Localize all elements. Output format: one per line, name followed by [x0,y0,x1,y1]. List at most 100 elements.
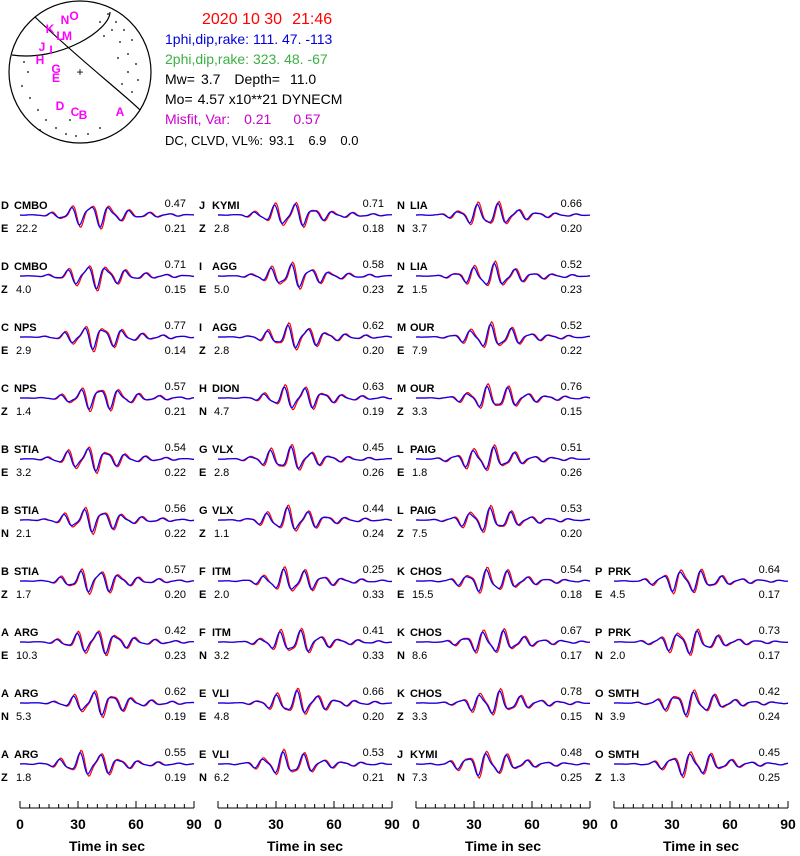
corr-top: 0.57 [165,564,186,576]
dot-icon [127,71,129,73]
beachball-station-letter: J [39,40,46,54]
trace-panel: L PAIG Z 7.5 0.53 0.20 [397,503,591,540]
station-letter: L [397,444,404,456]
tick-label: 90 [582,816,598,832]
trace-panel: G VLX E 2.8 0.45 0.26 [199,442,393,479]
plane1-label: 1phi,dip,rake: 111. 47. -113 [165,31,333,47]
trace-panel: N LIA N 3.7 0.66 0.20 [397,198,591,235]
synthetic-trace [20,266,195,290]
tick-label: 30 [466,816,482,832]
trace-value: 1.3 [610,772,625,784]
tick-label: 60 [128,816,144,832]
corr-bottom: 0.25 [759,772,780,784]
trace-panel: J KYMI N 7.3 0.48 0.25 [397,747,591,784]
corr-bottom: 0.20 [561,223,582,235]
beachball-station-letter: C [71,105,80,119]
misfit-var: Misfit, Var: 0.21 0.57 [165,111,321,127]
trace-panel: B STIA Z 1.7 0.57 0.20 [1,564,195,601]
station-name: DION [212,383,240,395]
trace-panel: C NPS Z 1.4 0.57 0.21 [1,381,195,418]
corr-top: 0.44 [363,503,384,515]
corr-top: 0.62 [363,320,384,332]
trace-value: 3.2 [16,467,31,479]
component: E [199,711,206,723]
component: E [595,589,602,601]
station-name: LIA [410,200,428,212]
x-axis-label: Time in sec [663,838,739,854]
tension-dots [21,13,139,137]
synthetic-trace [416,202,591,224]
component: N [397,772,405,784]
synthetic-trace [218,324,393,349]
trace-value: 5.3 [16,711,31,723]
corr-bottom: 0.14 [165,345,186,357]
trace-panel: G VLX Z 1.1 0.44 0.24 [199,503,393,540]
dot-icon [55,127,57,129]
beachball-station-letter: D [56,99,65,113]
corr-top: 0.52 [561,259,582,271]
corr-top: 0.62 [165,686,186,698]
corr-top: 0.71 [363,198,384,210]
synthetic-trace [218,263,393,289]
center-plus-icon: + [76,65,83,79]
dot-icon [45,119,47,121]
station-letter: K [397,627,405,639]
station-letter: G [199,444,208,456]
tick-label: 30 [268,816,284,832]
component: Z [199,345,206,357]
trace-value: 4.5 [610,589,625,601]
trace-value: 5.0 [214,284,229,296]
station-name: VLI [212,749,229,761]
trace-value: 2.8 [214,467,229,479]
station-letter: M [397,322,406,334]
station-name: ITM [212,566,231,578]
dot-icon [103,35,105,37]
synthetic-trace [218,506,393,530]
dot-icon [99,21,101,23]
time-axis: 0 30 60 90 Time in sec [214,801,400,854]
station-name: CHOS [410,566,442,578]
station-letter: D [1,261,9,273]
dot-icon [99,127,101,129]
dot-icon [65,133,67,135]
trace-value: 1.1 [214,528,229,540]
corr-top: 0.66 [363,686,384,698]
dc-clvd-vl: DC, CLVD, VL%: 93.1 6.9 0.0 [165,133,358,148]
component: E [1,345,8,357]
station-letter: P [595,627,602,639]
trace-panel: C NPS E 2.9 0.77 0.14 [1,320,195,357]
dot-icon [29,97,31,99]
trace-value: 3.3 [412,406,427,418]
trace-value: 7.9 [412,345,427,357]
trace-value: 7.3 [412,772,427,784]
tick-label: 0 [16,816,24,832]
trace-value: 2.8 [214,345,229,357]
synthetic-trace [218,386,393,409]
corr-top: 0.52 [561,320,582,332]
corr-bottom: 0.20 [363,345,384,357]
trace-panel: L PAIG E 1.8 0.51 0.26 [397,442,591,479]
corr-top: 0.41 [363,625,384,637]
x-axis-label: Time in sec [267,838,343,854]
synthetic-trace [218,689,393,714]
dot-icon [69,119,71,121]
corr-bottom: 0.15 [561,406,582,418]
synthetic-trace [19,206,195,228]
tick-label: 0 [610,816,618,832]
corr-top: 0.45 [759,747,780,759]
station-letter: G [199,505,208,517]
station-letter: J [199,200,205,212]
trace-panel: M OUR E 7.9 0.52 0.22 [397,320,591,357]
synthetic-trace [416,507,591,532]
trace-panel: D CMBO E 22.2 0.47 0.21 [1,198,195,235]
component: Z [1,772,8,784]
corr-bottom: 0.19 [165,711,186,723]
beachball-station-letter: E [52,71,60,85]
synthetic-trace [20,508,195,533]
trace-value: 3.2 [214,650,229,662]
station-letter: A [1,627,9,639]
synthetic-trace [218,629,393,652]
station-name: SMTH [608,749,639,761]
station-name: CMBO [14,261,48,273]
component: N [1,711,9,723]
